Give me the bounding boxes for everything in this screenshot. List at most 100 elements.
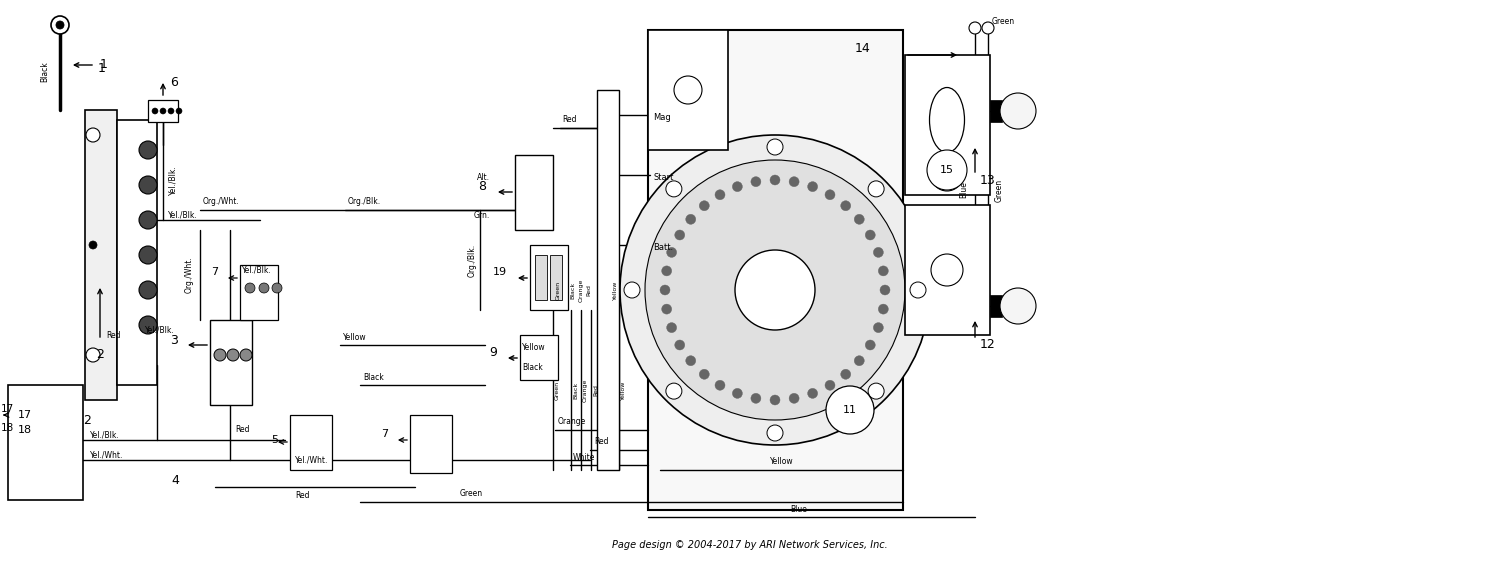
Text: Green: Green xyxy=(994,178,1004,202)
Circle shape xyxy=(88,241,98,249)
Text: Black: Black xyxy=(363,373,384,382)
Circle shape xyxy=(699,369,709,379)
Circle shape xyxy=(699,201,709,211)
Circle shape xyxy=(789,177,800,187)
Circle shape xyxy=(686,215,696,224)
Text: Orange: Orange xyxy=(579,278,584,302)
Text: Yellow: Yellow xyxy=(522,343,546,352)
Text: Yel./Wht.: Yel./Wht. xyxy=(296,455,328,464)
Circle shape xyxy=(660,285,670,295)
Bar xyxy=(520,335,558,380)
Text: 18: 18 xyxy=(18,425,32,435)
Circle shape xyxy=(865,340,876,350)
Circle shape xyxy=(86,348,100,362)
Text: 17: 17 xyxy=(18,410,32,420)
Text: Org./Wht.: Org./Wht. xyxy=(202,198,240,207)
Text: Red: Red xyxy=(296,490,309,499)
Circle shape xyxy=(140,211,158,229)
Text: 2: 2 xyxy=(82,413,92,427)
Text: Black: Black xyxy=(570,282,576,298)
Text: Red: Red xyxy=(236,426,249,435)
Text: Red: Red xyxy=(592,384,598,396)
Circle shape xyxy=(160,108,166,114)
Ellipse shape xyxy=(930,87,964,153)
Circle shape xyxy=(873,323,883,333)
Text: 9: 9 xyxy=(489,346,496,359)
Text: Yel./Wht.: Yel./Wht. xyxy=(90,450,123,459)
Bar xyxy=(117,120,158,385)
Circle shape xyxy=(675,230,684,240)
Circle shape xyxy=(56,21,64,29)
Circle shape xyxy=(825,380,836,390)
Text: Page design © 2004-2017 by ARI Network Services, Inc.: Page design © 2004-2017 by ARI Network S… xyxy=(612,540,888,550)
Circle shape xyxy=(752,177,760,187)
Circle shape xyxy=(873,247,883,257)
Circle shape xyxy=(770,395,780,405)
Text: 12: 12 xyxy=(980,338,996,351)
Text: Blue: Blue xyxy=(790,504,807,513)
Text: Org./Wht.: Org./Wht. xyxy=(184,257,194,293)
Bar xyxy=(148,100,178,122)
Bar xyxy=(240,265,278,320)
Circle shape xyxy=(666,181,682,197)
Bar xyxy=(648,30,903,510)
Text: Mag: Mag xyxy=(652,114,670,123)
Circle shape xyxy=(140,176,158,194)
Text: 13: 13 xyxy=(980,173,996,186)
Text: Batt.: Batt. xyxy=(652,244,674,252)
Bar xyxy=(990,295,1002,317)
Circle shape xyxy=(51,16,69,34)
Bar xyxy=(210,320,252,405)
Circle shape xyxy=(716,190,724,200)
Text: 1: 1 xyxy=(100,59,108,72)
Text: 19: 19 xyxy=(494,267,507,277)
Circle shape xyxy=(140,281,158,299)
Text: 17: 17 xyxy=(2,404,15,414)
Circle shape xyxy=(645,160,904,420)
Bar xyxy=(904,55,990,195)
Text: Orange: Orange xyxy=(558,418,586,427)
Circle shape xyxy=(666,383,682,399)
Circle shape xyxy=(732,388,742,399)
Circle shape xyxy=(244,283,255,293)
Circle shape xyxy=(666,323,676,333)
Text: White: White xyxy=(573,453,596,462)
Circle shape xyxy=(789,394,800,403)
Circle shape xyxy=(152,108,157,114)
Circle shape xyxy=(272,283,282,293)
Text: Org./Blk.: Org./Blk. xyxy=(468,243,477,276)
Text: Org./Blk.: Org./Blk. xyxy=(348,198,381,207)
Circle shape xyxy=(620,135,930,445)
Bar xyxy=(550,255,562,300)
Circle shape xyxy=(732,182,742,191)
Text: Yel./Blk.: Yel./Blk. xyxy=(242,266,272,275)
Text: Black: Black xyxy=(522,364,543,373)
Circle shape xyxy=(855,356,864,366)
Text: Yellow: Yellow xyxy=(621,381,626,400)
Bar xyxy=(290,415,332,470)
Bar xyxy=(514,155,554,230)
Circle shape xyxy=(1000,288,1036,324)
Text: 18: 18 xyxy=(2,423,15,433)
Text: 14: 14 xyxy=(855,42,870,55)
Circle shape xyxy=(880,285,890,295)
Circle shape xyxy=(666,247,676,257)
Text: Red: Red xyxy=(106,330,120,339)
Circle shape xyxy=(982,22,994,34)
Text: Grn.: Grn. xyxy=(474,211,490,220)
Text: 6: 6 xyxy=(170,77,178,90)
Text: Yellow: Yellow xyxy=(612,280,618,300)
Text: Yel./Blk.: Yel./Blk. xyxy=(146,325,176,334)
Circle shape xyxy=(752,394,760,403)
Text: Green: Green xyxy=(460,489,483,498)
Circle shape xyxy=(807,388,818,399)
Circle shape xyxy=(140,141,158,159)
Circle shape xyxy=(840,201,850,211)
Circle shape xyxy=(716,380,724,390)
Circle shape xyxy=(168,108,174,114)
Text: 4: 4 xyxy=(171,473,178,486)
Text: Blue: Blue xyxy=(960,181,969,198)
Circle shape xyxy=(662,304,672,314)
Circle shape xyxy=(879,304,888,314)
Text: Alt.: Alt. xyxy=(477,173,490,182)
